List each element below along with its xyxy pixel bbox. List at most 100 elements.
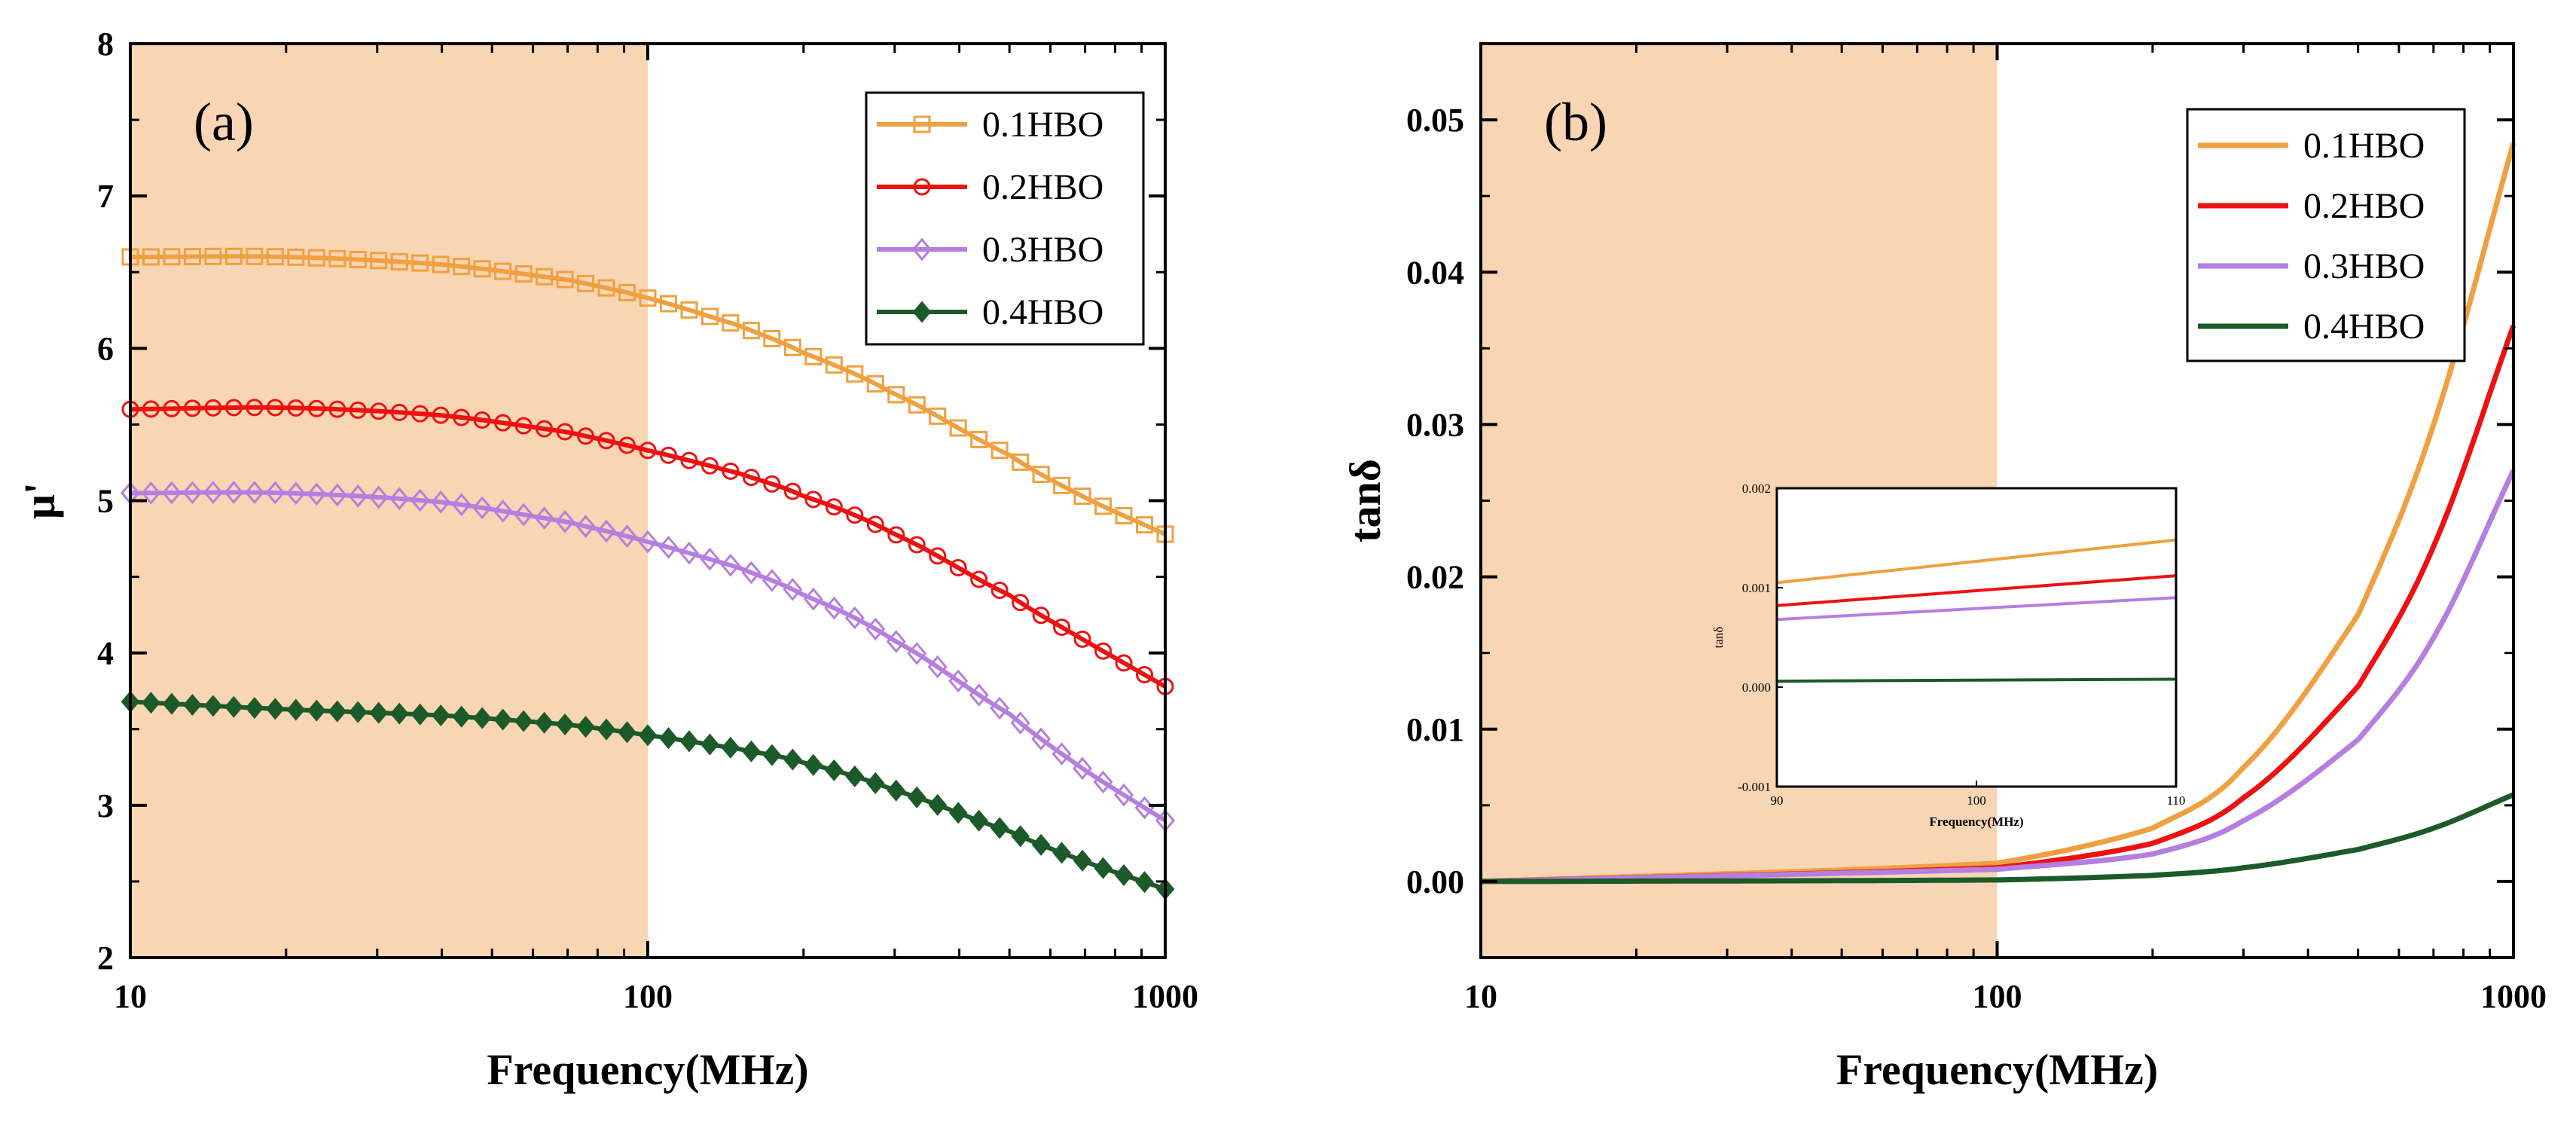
y-tick-label: 0.00 (1406, 863, 1464, 900)
y-tick-label: 0.02 (1406, 559, 1464, 596)
data-point (493, 708, 512, 731)
data-point (307, 699, 326, 722)
data-point (1052, 842, 1071, 864)
data-point (1114, 863, 1134, 887)
legend-entry-0.1HBO: 0.1HBO (2303, 126, 2425, 166)
data-point (514, 265, 533, 283)
legend-marker-0.2HBO (913, 178, 931, 196)
x-tick-label: 1000 (1132, 978, 1198, 1015)
inset-y-axis-title: tanδ (1711, 627, 1726, 649)
data-point (1135, 871, 1154, 894)
data-point (617, 524, 637, 549)
data-point (908, 536, 926, 554)
inset-y-tick-label: -0.001 (1738, 780, 1771, 794)
data-point (1136, 665, 1154, 683)
data-point (700, 733, 719, 756)
data-point (556, 270, 574, 289)
data-point (224, 247, 243, 265)
x-tick-label: 1000 (2480, 978, 2547, 1015)
inset-x-tick-label: 90 (1771, 793, 1784, 808)
data-point (618, 436, 636, 454)
data-point (1094, 497, 1113, 515)
data-point (472, 707, 492, 729)
data-point (369, 701, 389, 724)
inset-x-tick-label: 100 (1967, 793, 1986, 808)
x-tick-label: 10 (114, 978, 147, 1015)
data-point (411, 703, 430, 726)
legend-marker-0.1HBO (913, 115, 931, 133)
data-point (432, 406, 450, 424)
data-point (970, 570, 988, 588)
data-point (494, 262, 512, 280)
data-point (204, 399, 222, 417)
data-point (1094, 857, 1113, 879)
data-point (161, 481, 182, 505)
data-point (783, 482, 801, 500)
data-point (763, 329, 781, 347)
data-point (349, 401, 367, 419)
y-tick-label: 3 (97, 787, 114, 824)
data-point (1051, 742, 1072, 766)
data-point (1094, 642, 1113, 660)
data-point (783, 338, 801, 356)
data-point (514, 710, 533, 732)
legend-entry-0.3HBO: 0.3HBO (2303, 246, 2425, 286)
data-point (804, 490, 823, 509)
y-axis-title: tanδ (1341, 459, 1390, 542)
legend-box (2186, 108, 2466, 362)
data-point (927, 655, 948, 679)
inset-x-axis-title: Frequency(MHz) (1929, 814, 2023, 829)
data-point (907, 786, 926, 808)
data-point (1073, 849, 1092, 872)
y-tick-label: 0.05 (1406, 102, 1464, 139)
data-point (141, 481, 161, 505)
data-point (494, 414, 512, 432)
data-point (1115, 654, 1133, 672)
inset-series-line-0.4HBO (1776, 677, 2177, 683)
data-point (722, 462, 740, 480)
data-point (285, 481, 306, 506)
data-point (1053, 618, 1071, 636)
inset-series-line-0.3HBO (1776, 596, 2177, 622)
data-point (618, 283, 636, 301)
shaded-region (130, 44, 648, 958)
data-point (203, 481, 223, 504)
data-point (990, 817, 1009, 839)
data-point (452, 705, 471, 728)
data-point (825, 759, 844, 781)
legend-entry-0.4HBO: 0.4HBO (2303, 307, 2425, 347)
data-point (555, 509, 575, 533)
data-point (845, 765, 865, 787)
data-point (224, 481, 244, 504)
data-point (577, 274, 595, 292)
data-point (618, 721, 636, 744)
data-point (328, 249, 346, 267)
data-point (473, 411, 491, 429)
data-point (246, 247, 264, 265)
x-tick-label: 100 (1973, 978, 2022, 1015)
data-point (638, 724, 658, 747)
legend-entry-0.2HBO: 0.2HBO (2303, 186, 2425, 226)
data-point (224, 399, 243, 417)
data-point (948, 802, 968, 824)
data-point (803, 587, 823, 611)
data-point (887, 779, 906, 802)
data-point (990, 696, 1010, 720)
data-point (307, 249, 325, 267)
inset-series-line-0.1HBO (1776, 538, 2177, 585)
data-point (597, 718, 616, 741)
data-point (246, 399, 264, 417)
data-point (1115, 506, 1133, 524)
data-point (204, 247, 222, 265)
x-axis-title: Frequency(MHz) (1836, 1045, 2158, 1094)
data-point (659, 295, 677, 313)
legend-marker-0.3HBO (912, 237, 932, 261)
data-point (846, 506, 864, 524)
data-point (536, 267, 554, 286)
data-point (142, 692, 160, 714)
data-point (432, 255, 450, 274)
data-point (536, 420, 554, 438)
data-point (990, 582, 1009, 600)
y-tick-label: 8 (97, 26, 114, 63)
